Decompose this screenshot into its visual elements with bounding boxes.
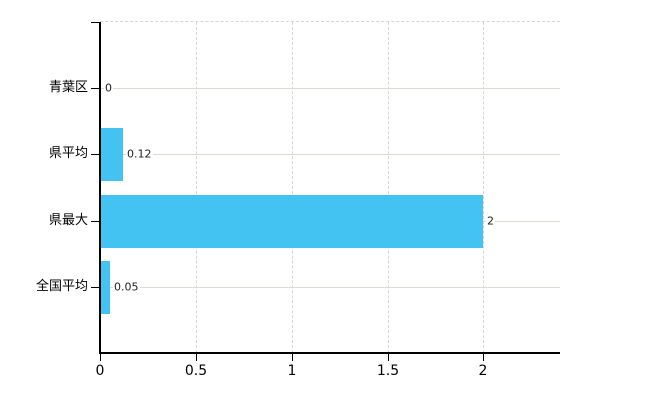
category-tick bbox=[91, 88, 99, 89]
category-label: 県最大 bbox=[48, 213, 88, 228]
category-label: 県平均 bbox=[48, 146, 88, 161]
bar-value-label: 0 bbox=[104, 81, 113, 95]
category-tick bbox=[91, 221, 99, 222]
x-axis-tick bbox=[483, 354, 484, 361]
plot-area bbox=[100, 22, 560, 353]
bar-value-label: 0.05 bbox=[113, 280, 140, 294]
x-axis-tick-label: 2 bbox=[478, 363, 488, 379]
v-gridline bbox=[483, 22, 484, 353]
v-gridline bbox=[196, 22, 197, 353]
v-gridline bbox=[292, 22, 293, 353]
h-gridline bbox=[100, 88, 560, 89]
h-gridline bbox=[100, 154, 560, 155]
x-axis-tick-label: 1 bbox=[287, 363, 297, 379]
v-gridline bbox=[388, 22, 389, 353]
bar bbox=[101, 195, 483, 248]
x-axis-tick bbox=[388, 354, 389, 361]
bar bbox=[101, 261, 110, 314]
h-gridline bbox=[100, 287, 560, 288]
bar-value-label: 2 bbox=[486, 214, 495, 228]
x-axis-tick-label: 0.5 bbox=[184, 363, 208, 379]
y-axis-line bbox=[99, 22, 101, 354]
x-axis-tick-label: 0 bbox=[95, 363, 105, 379]
category-tick bbox=[91, 154, 99, 155]
x-axis-tick bbox=[196, 354, 197, 361]
category-label: 青葉区 bbox=[48, 80, 88, 95]
category-label: 全国平均 bbox=[35, 279, 88, 294]
y-axis-top-cap bbox=[91, 22, 99, 23]
bar-value-label: 0.12 bbox=[126, 147, 153, 161]
x-axis-tick bbox=[292, 354, 293, 361]
bar bbox=[101, 128, 123, 181]
x-axis-tick-label: 1.5 bbox=[376, 363, 400, 379]
x-axis-tick bbox=[100, 354, 101, 361]
plot-top-border bbox=[100, 21, 560, 22]
x-axis-line bbox=[99, 352, 560, 354]
category-tick bbox=[91, 287, 99, 288]
